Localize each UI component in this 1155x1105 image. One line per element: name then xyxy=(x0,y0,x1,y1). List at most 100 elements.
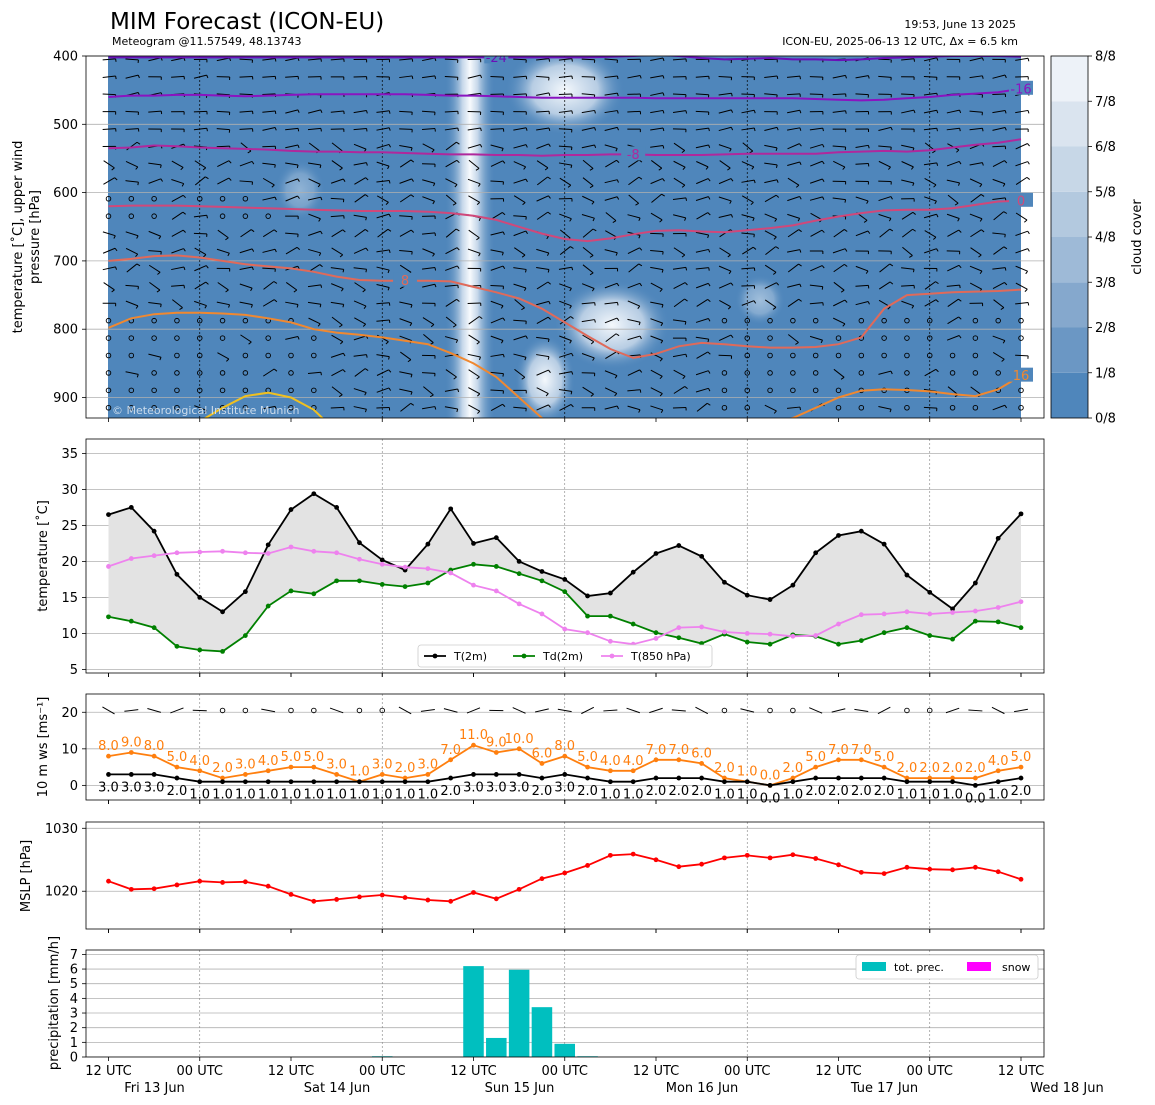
wind-barb-flag xyxy=(478,253,481,257)
wind-barb xyxy=(878,406,892,410)
wind-barb-flag xyxy=(227,252,230,257)
wind-barb xyxy=(445,194,457,204)
mean-wind-value-label: 2.0 xyxy=(691,784,712,799)
wind-barb-flag xyxy=(662,92,665,96)
wind-barb xyxy=(787,177,800,186)
wind-barb xyxy=(901,161,914,168)
surface-wind-barb xyxy=(170,707,184,714)
wind-barb xyxy=(217,352,230,360)
wind-barb xyxy=(125,247,138,255)
wind-barb-flag xyxy=(455,228,460,232)
series-gust-point xyxy=(927,775,933,781)
gust-value-label: 5.0 xyxy=(805,750,826,765)
wind-barb xyxy=(376,354,390,358)
series-t850hpa-point xyxy=(950,610,955,615)
wind-barb xyxy=(445,159,458,168)
series-gust-point xyxy=(858,757,864,763)
wind-barb xyxy=(172,299,183,309)
series-td2m-point xyxy=(106,614,111,620)
wind-barb xyxy=(581,319,595,323)
wind-barb-flag xyxy=(388,110,391,114)
wind-barb xyxy=(673,160,686,168)
wind-barb-flag xyxy=(822,127,824,132)
wind-barb-flag xyxy=(685,354,688,358)
wind-barb xyxy=(741,127,755,131)
wind-barb xyxy=(536,369,549,376)
series-t2m-point xyxy=(699,553,705,559)
mean-wind-value-label: 1.0 xyxy=(942,788,963,803)
calm-wind-marker xyxy=(904,370,910,376)
wind-barb-flag xyxy=(548,369,551,373)
wind-barb xyxy=(399,371,413,375)
legend-label: tot. prec. xyxy=(894,961,944,974)
calm-wind-marker xyxy=(972,405,979,411)
surface-wind-barb xyxy=(649,707,663,714)
wind-barb xyxy=(376,143,390,149)
wind-barb xyxy=(513,195,526,203)
calm-wind-marker xyxy=(242,196,249,202)
series-mean-point xyxy=(516,772,522,777)
series-t2m-point xyxy=(767,597,773,602)
wind-barb xyxy=(764,194,777,203)
wind-barb xyxy=(331,160,343,169)
colorbar-segment xyxy=(1051,282,1088,328)
wind-barb xyxy=(148,178,161,184)
wind-barb xyxy=(330,197,344,200)
wind-barb-flag xyxy=(912,182,915,187)
wind-barb xyxy=(125,161,139,168)
wind-barb-flag xyxy=(730,127,734,131)
y-tick-label: 1030 xyxy=(45,822,78,837)
wind-barb-flag xyxy=(708,249,711,253)
calm-wind-marker xyxy=(721,707,728,714)
wind-barb-flag xyxy=(388,144,391,148)
wind-barb xyxy=(558,145,572,148)
wind-barb-flag xyxy=(799,283,802,288)
wind-barb xyxy=(171,211,184,220)
series-mslp-point xyxy=(425,897,431,903)
forecast-time: 19:53, June 13 2025 xyxy=(904,18,1016,31)
calm-wind-marker xyxy=(311,352,317,359)
series-t2m-point xyxy=(858,528,864,534)
series-t850hpa-point xyxy=(265,551,271,556)
gust-value-label: 2.0 xyxy=(395,761,416,776)
wind-barb-flag xyxy=(476,341,480,345)
isotherm-label: 8 xyxy=(401,274,409,289)
wind-barb-flag xyxy=(410,229,415,233)
wind-barb-flag xyxy=(845,110,847,114)
wind-barb xyxy=(559,283,572,289)
wind-barb xyxy=(126,263,138,273)
series-mslp-point xyxy=(950,867,955,873)
wind-barb-flag xyxy=(615,252,618,256)
wind-barb xyxy=(650,282,663,290)
series-t2m-point xyxy=(174,571,180,577)
gust-value-label: 2.0 xyxy=(714,761,735,776)
series-mslp-point xyxy=(1018,876,1024,882)
wind-barb xyxy=(353,388,367,394)
mean-wind-value-label: 1.0 xyxy=(281,788,302,803)
wind-barb xyxy=(947,316,959,325)
surface-wind-barb xyxy=(991,706,1005,715)
wind-barb xyxy=(125,231,139,237)
wind-barb xyxy=(650,57,664,62)
series-gust-point xyxy=(653,757,659,763)
wind-barb xyxy=(399,178,412,184)
series-mean-point xyxy=(630,779,636,785)
isotherm-line xyxy=(108,87,1022,102)
wind-barb-flag xyxy=(958,298,962,302)
wind-barb xyxy=(125,58,139,61)
wind-barb xyxy=(490,180,504,183)
wind-barb xyxy=(125,371,139,375)
gust-value-label: 4.0 xyxy=(258,754,279,769)
y-tick-label: 20 xyxy=(61,706,78,721)
wind-barb-flag xyxy=(160,304,162,308)
calm-wind-marker xyxy=(927,335,933,341)
wind-barb-flag xyxy=(589,185,594,189)
wind-barb-flag xyxy=(707,338,710,343)
wind-barb-flag xyxy=(954,202,959,206)
wind-barb xyxy=(923,162,937,166)
wind-barb xyxy=(765,246,777,255)
wind-barb xyxy=(946,160,960,167)
wind-barb xyxy=(672,110,686,114)
wind-barb xyxy=(490,110,504,113)
wind-barb xyxy=(239,248,253,254)
